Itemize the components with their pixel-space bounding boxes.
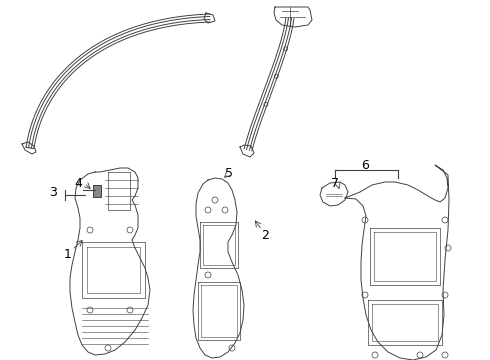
Text: 7: 7: [331, 176, 339, 189]
Text: 5: 5: [225, 166, 233, 180]
Text: 1: 1: [64, 248, 72, 261]
Text: 2: 2: [261, 229, 269, 242]
Text: 6: 6: [361, 158, 369, 171]
Text: 3: 3: [49, 185, 57, 198]
Text: 4: 4: [74, 176, 82, 189]
FancyBboxPatch shape: [93, 185, 101, 197]
